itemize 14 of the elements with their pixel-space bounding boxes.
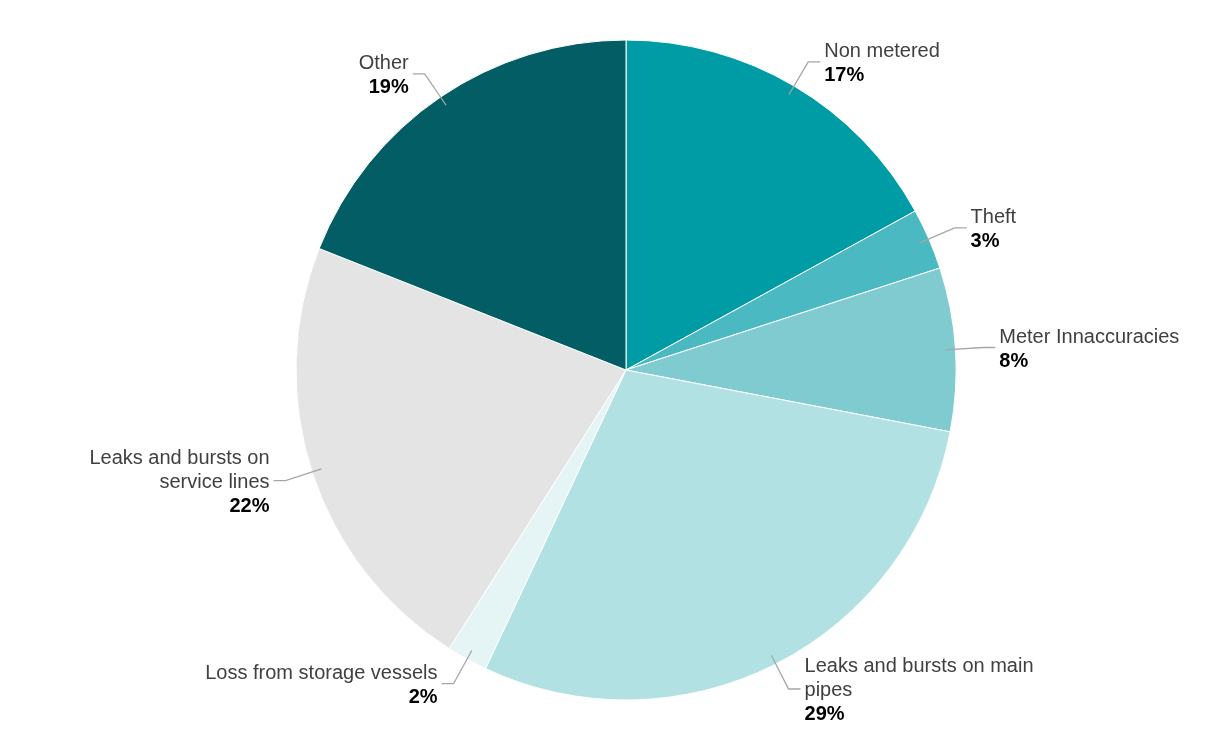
slice-label: Other (358, 50, 410, 73)
slice-label: Leaks and bursts on main pipes (804, 653, 1034, 700)
slice-label: Theft (970, 204, 1017, 227)
data-label: 3% (970, 228, 1000, 251)
data-label: 22% (229, 493, 270, 516)
data-label: 19% (368, 74, 409, 97)
data-label: 8% (999, 348, 1029, 371)
data-label: 29% (804, 701, 845, 724)
slice-label: Loss from storage vessels (205, 660, 438, 683)
slice-label: Leaks and bursts on service lines (89, 445, 270, 492)
slice-label: Meter Innaccuracies (999, 324, 1180, 347)
slice-label: Non metered (824, 38, 940, 61)
data-label: 17% (824, 62, 865, 85)
data-label: 2% (408, 684, 438, 707)
